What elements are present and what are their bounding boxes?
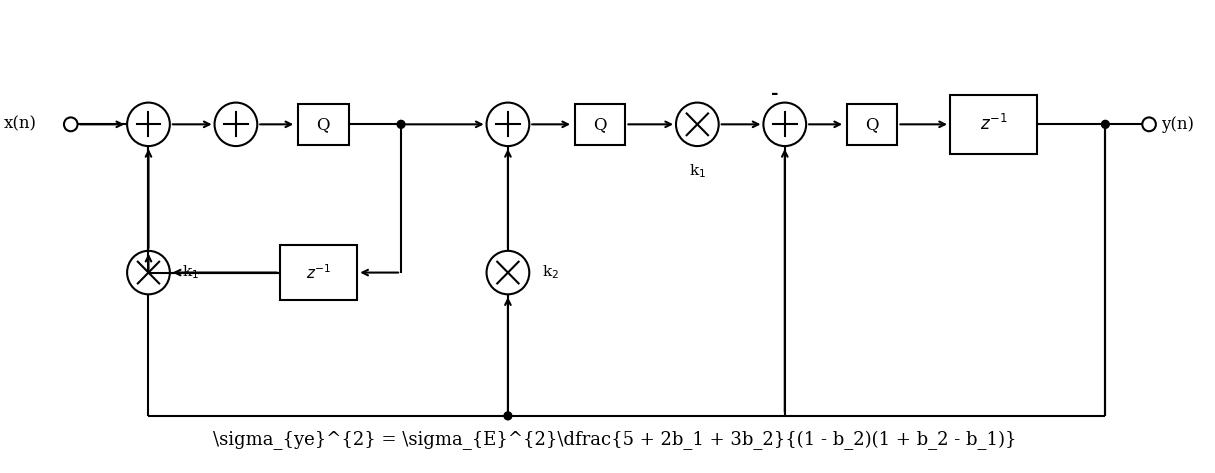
FancyBboxPatch shape xyxy=(298,104,349,145)
FancyBboxPatch shape xyxy=(847,104,898,145)
Text: $z^{-1}$: $z^{-1}$ xyxy=(979,114,1007,134)
Circle shape xyxy=(504,412,512,420)
FancyBboxPatch shape xyxy=(575,104,626,145)
Text: Q: Q xyxy=(865,116,878,133)
Text: Q: Q xyxy=(593,116,608,133)
FancyBboxPatch shape xyxy=(279,245,357,300)
Text: k$_1$: k$_1$ xyxy=(689,162,706,180)
Text: k$_1$: k$_1$ xyxy=(182,264,199,281)
Text: -: - xyxy=(772,85,779,103)
Text: x(n): x(n) xyxy=(4,116,36,133)
Text: Q: Q xyxy=(317,116,330,133)
Text: k$_2$: k$_2$ xyxy=(542,264,559,281)
Text: y(n): y(n) xyxy=(1160,116,1193,133)
Text: \sigma_{ye}^{2} = \sigma_{E}^{2}\dfrac{5 + 2b_1 + 3b_2}{(1 - b_2)(1 + b_2 - b_1): \sigma_{ye}^{2} = \sigma_{E}^{2}\dfrac{5… xyxy=(213,431,1017,450)
Circle shape xyxy=(1102,121,1109,128)
FancyBboxPatch shape xyxy=(950,95,1038,154)
Circle shape xyxy=(397,121,405,128)
Text: $z^{-1}$: $z^{-1}$ xyxy=(306,263,332,282)
